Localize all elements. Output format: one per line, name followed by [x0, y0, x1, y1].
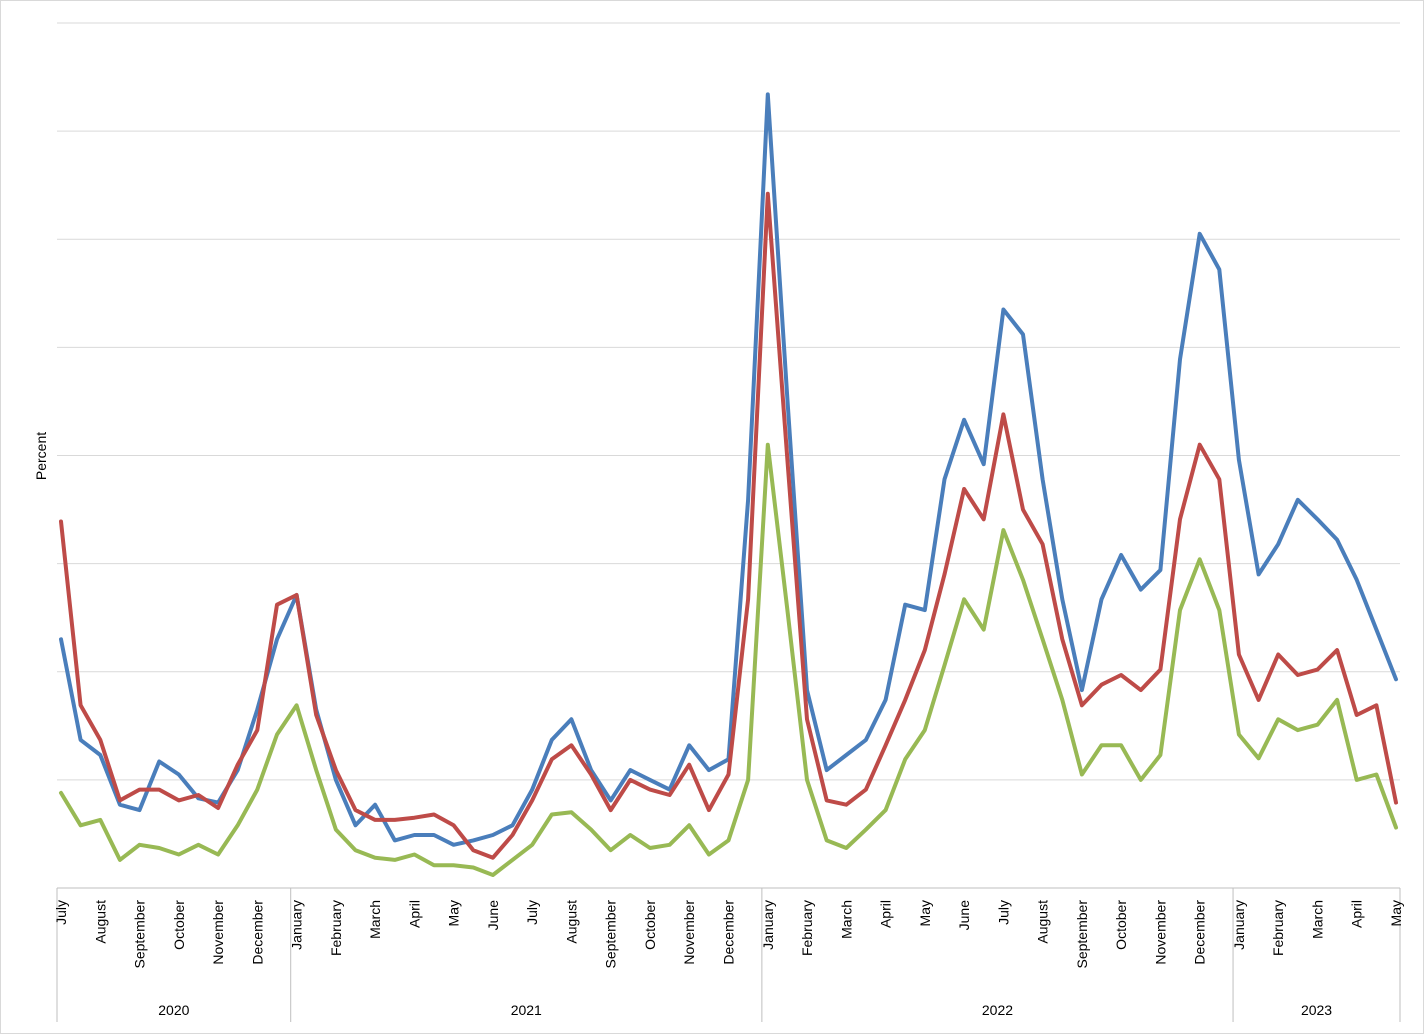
- x-tick-label: March: [367, 900, 383, 939]
- x-tick-label: September: [1074, 900, 1090, 969]
- x-group-label: 2022: [982, 1002, 1013, 1018]
- x-tick-label: August: [563, 900, 579, 944]
- x-tick-label: October: [171, 900, 187, 950]
- x-group-label: 2021: [511, 1002, 542, 1018]
- x-tick-label: September: [603, 900, 619, 969]
- x-tick-label: December: [249, 900, 265, 965]
- x-tick-label: January: [760, 900, 776, 950]
- x-group-label: 2023: [1301, 1002, 1332, 1018]
- x-tick-label: January: [1231, 900, 1247, 950]
- x-tick-label: February: [1270, 900, 1286, 956]
- x-tick-label: July: [995, 900, 1011, 925]
- y-axis-label: Percent: [33, 432, 49, 480]
- x-tick-label: June: [956, 900, 972, 931]
- x-tick-label: April: [878, 900, 894, 928]
- x-tick-label: November: [681, 900, 697, 965]
- x-tick-label: April: [406, 900, 422, 928]
- series-line: [59, 191, 1398, 860]
- x-tick-label: June: [485, 900, 501, 931]
- x-tick-label: March: [838, 900, 854, 939]
- x-group-label: 2020: [158, 1002, 189, 1018]
- x-tick-label: February: [799, 900, 815, 956]
- x-tick-label: August: [92, 900, 108, 944]
- x-tick-label: October: [642, 900, 658, 950]
- x-tick-label: February: [328, 900, 344, 956]
- x-tick-label: December: [1192, 900, 1208, 965]
- x-tick-label: October: [1113, 900, 1129, 950]
- x-tick-label: March: [1309, 900, 1325, 939]
- x-tick-label: November: [210, 900, 226, 965]
- series-line: [59, 442, 1398, 877]
- x-tick-label: January: [289, 900, 305, 950]
- x-tick-label: December: [721, 900, 737, 965]
- x-tick-label: August: [1035, 900, 1051, 944]
- x-tick-label: May: [446, 900, 462, 926]
- x-tick-label: July: [524, 900, 540, 925]
- x-tick-label: May: [1388, 900, 1404, 926]
- x-tick-label: May: [917, 900, 933, 926]
- x-tick-label: April: [1349, 900, 1365, 928]
- x-tick-label: September: [132, 900, 148, 969]
- x-tick-label: July: [53, 900, 69, 925]
- x-tick-label: November: [1152, 900, 1168, 965]
